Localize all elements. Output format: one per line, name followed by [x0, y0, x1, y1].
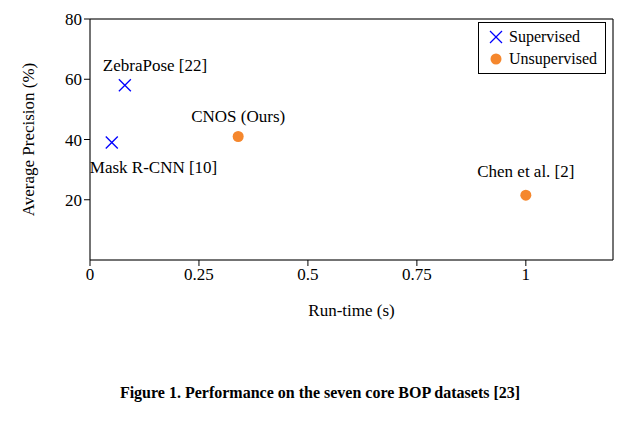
svg-text:20: 20 [65, 191, 82, 210]
svg-text:Chen et al. [2]: Chen et al. [2] [477, 162, 574, 181]
svg-text:80: 80 [65, 10, 82, 29]
svg-text:Run-time (s): Run-time (s) [308, 301, 394, 320]
svg-text:0.25: 0.25 [184, 265, 214, 284]
svg-text:Average Precision (%): Average Precision (%) [19, 63, 38, 217]
svg-text:0: 0 [86, 265, 95, 284]
html-text:Supervised: Supervised [509, 28, 581, 45]
svg-text:1: 1 [522, 265, 531, 284]
svg-text:40: 40 [65, 131, 82, 150]
svg-text:Mask R-CNN [10]: Mask R-CNN [10] [90, 158, 217, 177]
html-text:Figure 1. Performance on the s: Figure 1. Performance on the seven core … [119, 384, 521, 401]
svg-text:0.5: 0.5 [297, 265, 318, 284]
svg-text:ZebraPose [22]: ZebraPose [22] [103, 56, 207, 75]
svg-text:CNOS (Ours): CNOS (Ours) [191, 107, 285, 126]
html-text:Unsupervised: Unsupervised [509, 50, 597, 67]
svg-text:60: 60 [65, 70, 82, 89]
svg-text:0.75: 0.75 [402, 265, 432, 284]
